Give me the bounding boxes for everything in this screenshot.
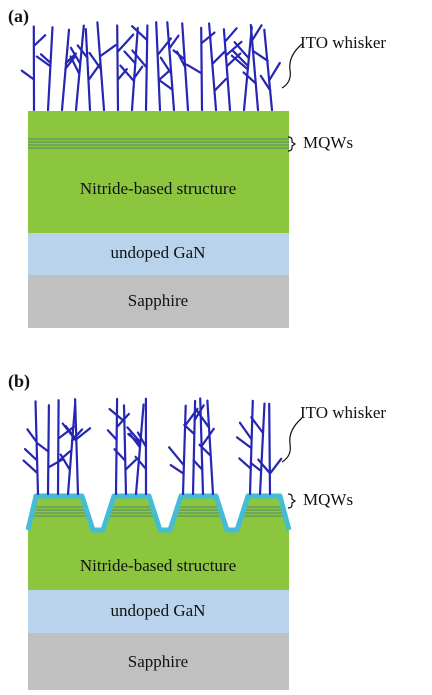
ito-label: ITO whisker [300,33,386,52]
whisker [127,405,143,494]
whisker [224,28,242,110]
layer-label: Sapphire [128,291,188,310]
whisker [62,30,76,110]
layer-label: undoped GaN [111,243,206,262]
mqw-label: MQWs [303,133,353,152]
whisker [237,401,253,494]
whisker [197,401,213,494]
ito-pointer [282,44,302,88]
panel-a: (a) ITO whisker MQWs Nitride-based struc… [8,6,386,328]
panel-label: (b) [8,371,30,392]
whisker [63,399,90,494]
mqw-bracket [288,137,295,151]
mqw-label: MQWs [303,490,353,509]
whiskers [24,398,282,494]
whisker [24,401,38,494]
mqw-bracket [288,494,295,508]
ito-pointer [282,418,302,462]
whisker [90,22,116,110]
whisker [78,29,100,110]
whisker [120,28,142,110]
whisker [61,404,82,494]
layer-label: Nitride-based structure [80,556,236,575]
panel-b: (b) ITO whisker MQWs Nitride-based struc… [8,371,386,690]
panel-label: (a) [8,6,29,27]
nitride-layer [28,111,289,233]
whisker [232,27,252,110]
whisker [117,26,133,110]
layer-label: Sapphire [128,652,188,671]
layer-label: undoped GaN [111,601,206,620]
whisker [71,26,84,110]
whisker [161,22,179,110]
whiskers [22,22,280,110]
whisker [174,23,189,110]
layer-label: Nitride-based structure [80,179,236,198]
ito-label: ITO whisker [300,403,386,422]
figure: (a) ITO whisker MQWs Nitride-based struc… [0,0,432,695]
whisker [22,26,45,110]
whisker [110,405,137,494]
